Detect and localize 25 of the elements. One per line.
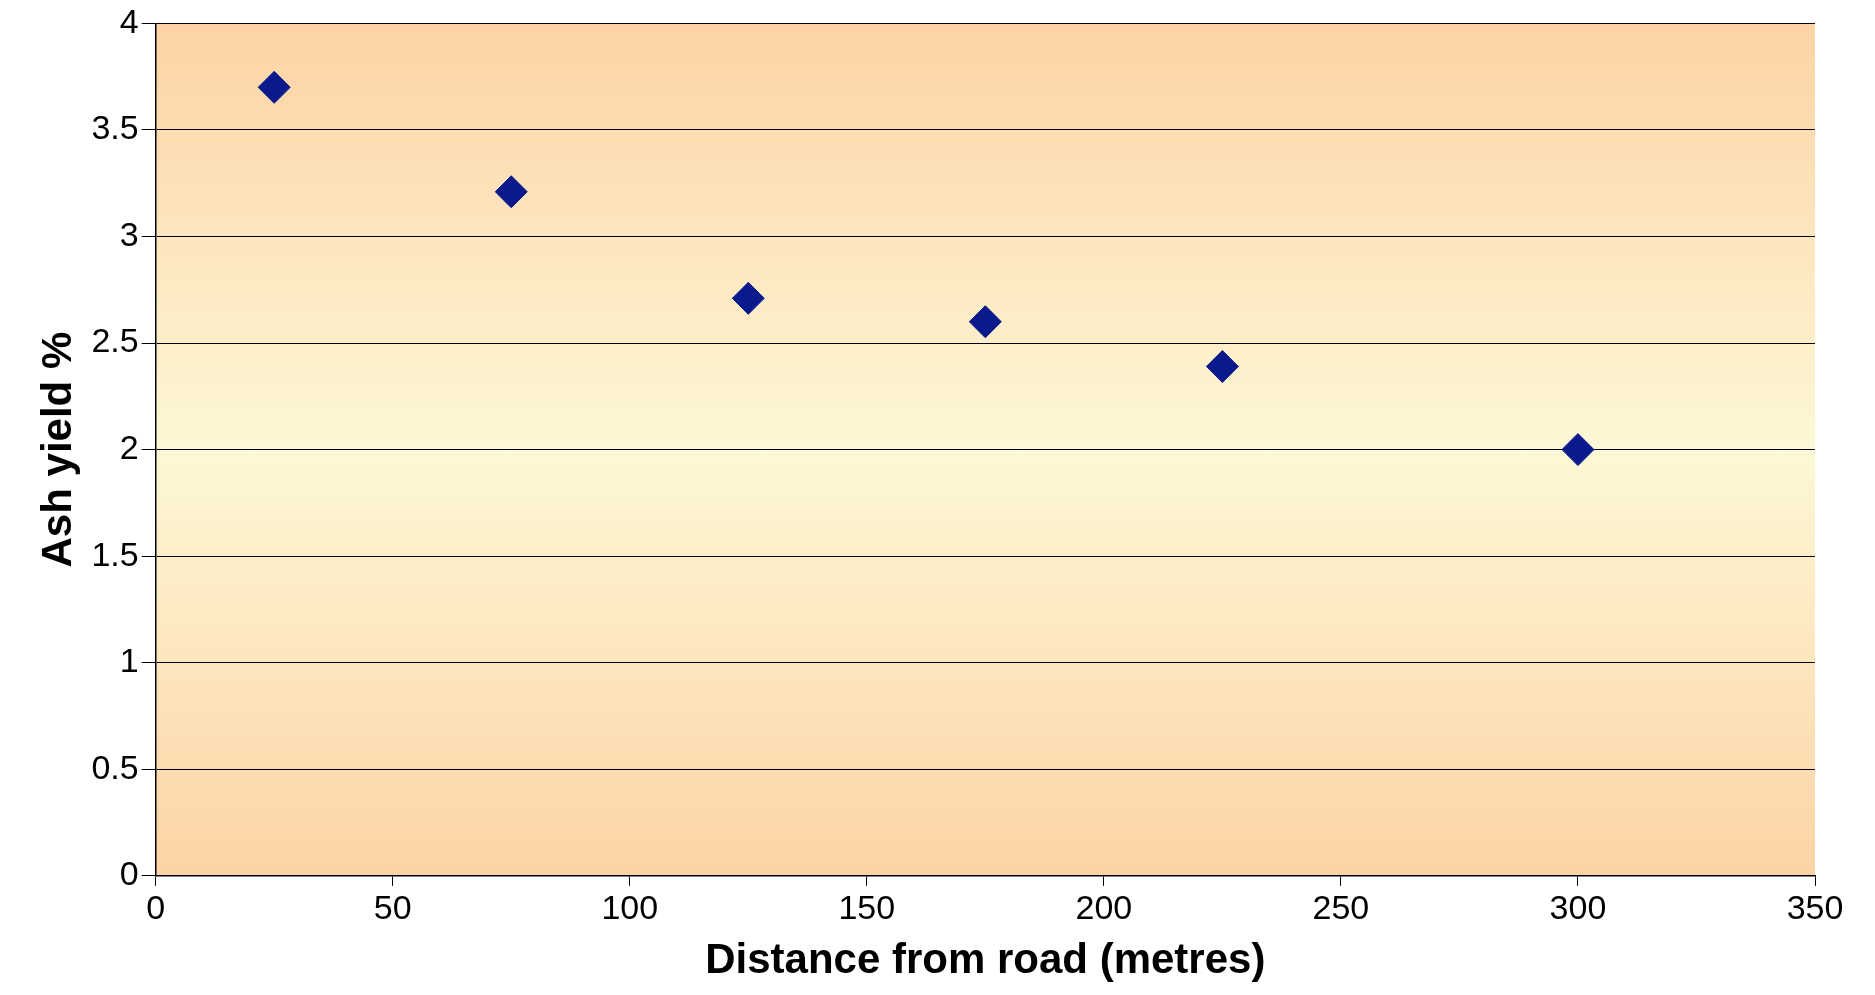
x-axis-title: Distance from road (metres) — [705, 935, 1266, 983]
point — [1561, 433, 1595, 467]
point — [968, 305, 1002, 339]
x-tick-label: 350 — [1786, 887, 1844, 926]
y-tick-label: 4 — [119, 1, 139, 40]
point — [1205, 349, 1239, 383]
x-tick-label: 200 — [1075, 887, 1133, 926]
y-tick-label: 0 — [119, 854, 139, 893]
point — [494, 175, 528, 209]
x-tick-label: 150 — [838, 887, 896, 926]
y-tick-label: 2.5 — [91, 321, 139, 360]
y-tick-label: 1 — [119, 641, 139, 680]
x-tick-label: 0 — [146, 887, 166, 926]
y-tick-label: 2 — [119, 427, 139, 466]
y-tick-label: 0.5 — [91, 747, 139, 786]
point — [731, 281, 765, 315]
y-tick-label: 3 — [119, 214, 139, 253]
x-tick-label: 100 — [601, 887, 659, 926]
y-axis-title: Ash yield % — [32, 331, 80, 568]
x-tick-label: 250 — [1312, 887, 1370, 926]
y-tick-label: 1.5 — [91, 534, 139, 573]
x-tick-label: 300 — [1549, 887, 1607, 926]
y-tick-label: 3.5 — [91, 108, 139, 147]
point — [257, 70, 291, 104]
x-tick-label: 50 — [373, 887, 412, 926]
